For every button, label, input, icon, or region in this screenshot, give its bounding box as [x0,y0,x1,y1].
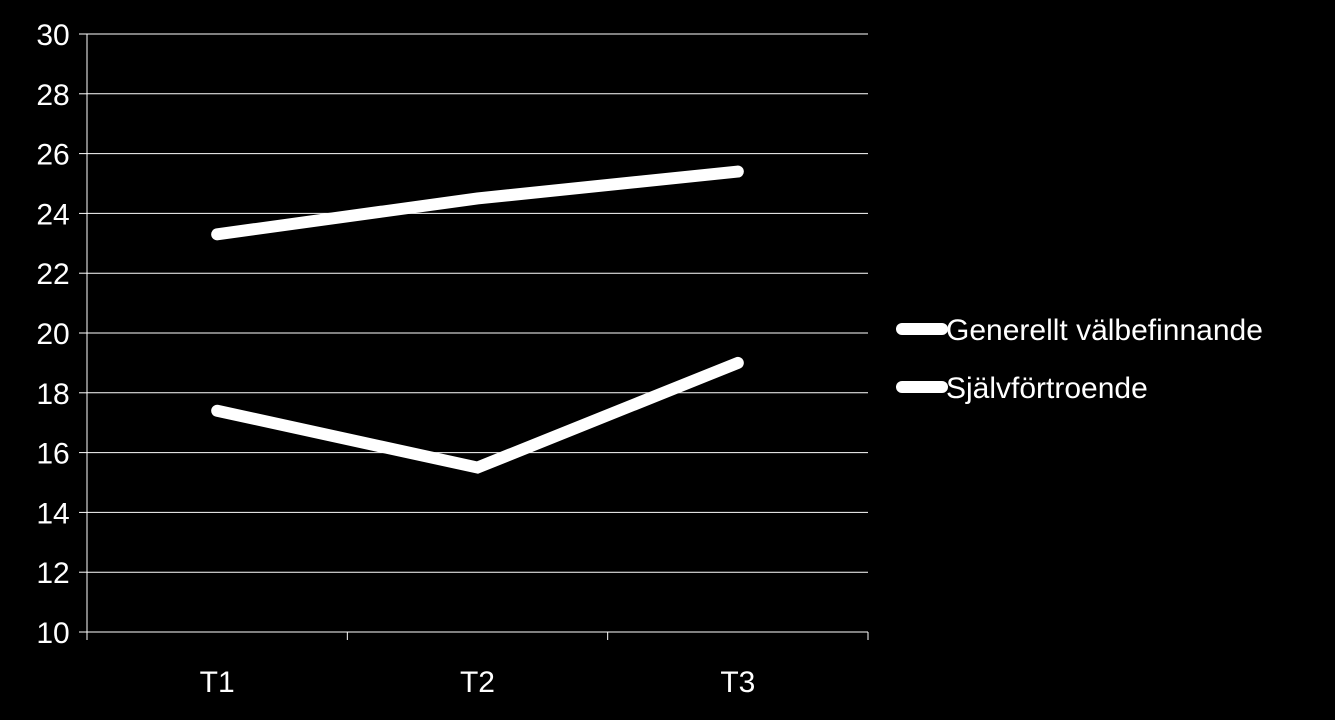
y-tick-label: 26 [36,139,69,172]
data-point-series-1-T2 [477,197,478,199]
legend: Generellt välbefinnande Självförtroende [896,314,1263,405]
data-point-series-2-T2 [477,467,478,469]
x-tick-label: T1 [200,666,235,699]
y-tick-label: 24 [36,198,69,231]
data-point-series-2-T1 [216,410,218,412]
y-tick-label: 16 [36,438,69,471]
data-point-series-1-T1 [216,233,218,235]
x-tick-label: T2 [460,666,495,699]
data-point-series-2-T3 [737,362,739,364]
legend-label-1: Generellt välbefinnande [946,314,1263,347]
axes [79,33,869,640]
x-tick-label: T3 [720,666,755,699]
series-lines [211,165,744,474]
y-tick-label: 20 [36,318,69,351]
y-tick-label: 14 [36,497,69,530]
y-tick-label: 30 [36,19,69,52]
gridlines [87,33,868,573]
y-tick-label: 10 [36,617,69,650]
y-tick-label: 18 [36,378,69,411]
y-axis-tick-labels: 10 12 14 16 18 20 22 24 26 28 30 [36,19,69,650]
y-tick-label: 28 [36,79,69,112]
x-axis-tick-labels: T1 T2 T3 [200,666,756,699]
data-point-series-1-T3 [737,171,739,173]
legend-label-2: Självförtroende [946,372,1148,405]
y-tick-label: 12 [36,557,69,590]
y-tick-label: 22 [36,258,69,291]
